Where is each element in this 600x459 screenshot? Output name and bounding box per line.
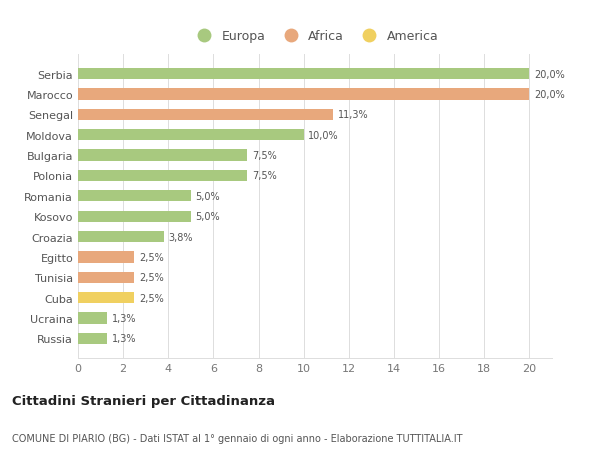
Bar <box>78 333 107 344</box>
Text: 1,3%: 1,3% <box>112 334 136 344</box>
Bar <box>78 191 191 202</box>
Text: 1,3%: 1,3% <box>112 313 136 323</box>
Text: 11,3%: 11,3% <box>338 110 368 120</box>
Bar <box>78 89 529 101</box>
Text: 2,5%: 2,5% <box>139 252 164 263</box>
Text: 5,0%: 5,0% <box>196 212 220 222</box>
Bar <box>78 110 333 121</box>
Text: COMUNE DI PIARIO (BG) - Dati ISTAT al 1° gennaio di ogni anno - Elaborazione TUT: COMUNE DI PIARIO (BG) - Dati ISTAT al 1°… <box>12 433 463 442</box>
Bar <box>78 69 529 80</box>
Text: Cittadini Stranieri per Cittadinanza: Cittadini Stranieri per Cittadinanza <box>12 394 275 407</box>
Legend: Europa, Africa, America: Europa, Africa, America <box>187 25 443 48</box>
Bar <box>78 252 134 263</box>
Bar <box>78 313 107 324</box>
Bar <box>78 211 191 222</box>
Text: 7,5%: 7,5% <box>252 171 277 181</box>
Bar <box>78 272 134 283</box>
Bar <box>78 150 247 161</box>
Bar <box>78 292 134 303</box>
Text: 20,0%: 20,0% <box>534 90 565 100</box>
Text: 2,5%: 2,5% <box>139 293 164 303</box>
Text: 2,5%: 2,5% <box>139 273 164 283</box>
Text: 5,0%: 5,0% <box>196 191 220 202</box>
Bar <box>78 231 164 243</box>
Bar <box>78 130 304 141</box>
Text: 20,0%: 20,0% <box>534 69 565 79</box>
Text: 7,5%: 7,5% <box>252 151 277 161</box>
Text: 3,8%: 3,8% <box>168 232 193 242</box>
Text: 10,0%: 10,0% <box>308 130 339 140</box>
Bar <box>78 170 247 182</box>
